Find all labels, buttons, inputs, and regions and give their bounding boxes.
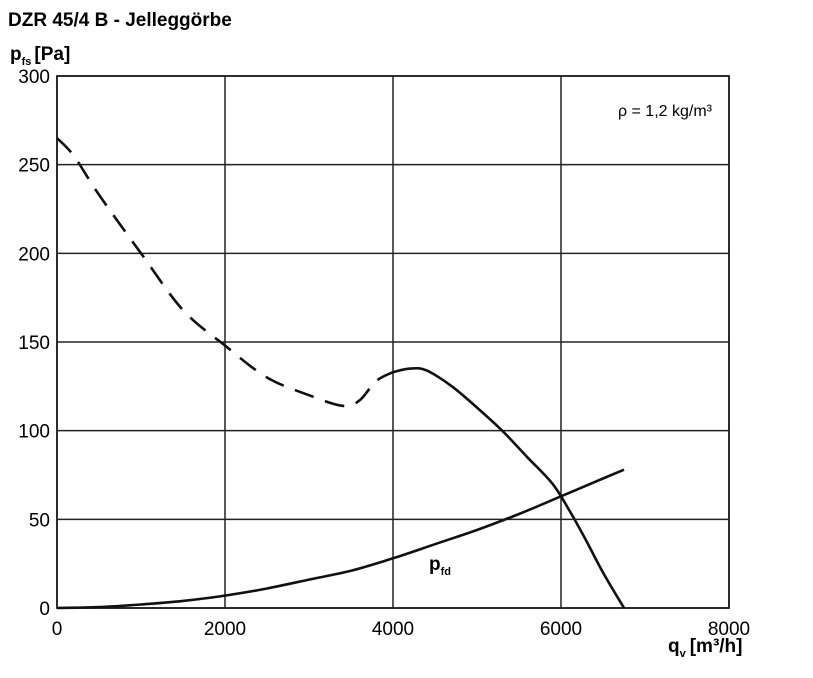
- x-tick-label: 2000: [204, 619, 246, 640]
- y-tick-label: 250: [18, 156, 50, 177]
- x-axis-label: qv [m³/h]: [668, 636, 743, 660]
- x-tick-label: 0: [52, 619, 63, 640]
- density-annotation: ρ = 1,2 kg/m³: [618, 103, 713, 120]
- y-axis-label: pfs [Pa]: [10, 44, 70, 68]
- y-tick-label: 100: [18, 422, 50, 443]
- y-tick-label: 200: [18, 244, 50, 265]
- x-tick-label: 6000: [540, 619, 582, 640]
- series-line-pfd: [56, 468, 625, 610]
- y-tick-label: 300: [18, 67, 50, 88]
- chart-title: DZR 45/4 B - Jelleggörbe: [8, 10, 232, 31]
- series-line-pfs-solid: [392, 366, 626, 609]
- series-line-pfs-dashed: [56, 137, 394, 408]
- y-tick-label: 50: [29, 510, 50, 531]
- y-tick-label: 0: [39, 599, 50, 620]
- series-label-pfd: pfd: [429, 554, 451, 578]
- x-tick-label: 8000: [708, 619, 750, 640]
- x-tick-label: 4000: [372, 619, 414, 640]
- plot-frame: [56, 75, 730, 609]
- y-tick-label: 150: [18, 333, 50, 354]
